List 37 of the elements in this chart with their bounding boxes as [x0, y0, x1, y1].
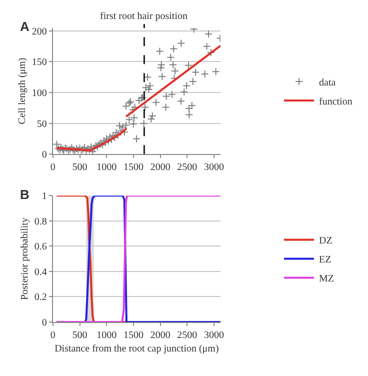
y-axis-title: Posterior probability: [19, 218, 30, 300]
y-tick-label: 0.2: [34, 292, 47, 304]
y-tick-label: 100: [32, 88, 47, 100]
x-tick-label: 1000: [96, 162, 117, 174]
x-tick-label: 1000: [96, 330, 117, 341]
x-tick-label: 3000: [204, 162, 224, 174]
chart-title: B: [20, 187, 30, 202]
y-tick-label: 200: [32, 26, 47, 38]
y-tick-label: 0: [42, 317, 47, 328]
legend-label: EZ: [319, 254, 332, 266]
legend-label: data: [319, 77, 336, 88]
x-tick-label: 500: [72, 162, 88, 174]
ref-line-label: first root hair position: [100, 11, 188, 22]
legend-label: MZ: [319, 274, 334, 285]
x-tick-label: 1500: [123, 330, 144, 341]
x-tick-label: 0: [50, 330, 56, 341]
x-tick-label: 0: [50, 162, 56, 174]
x-tick-label: 1500: [123, 162, 144, 174]
x-tick-label: 2000: [150, 162, 170, 174]
legend-label: DZ: [319, 236, 332, 247]
line-series: [56, 196, 220, 322]
y-tick-label: 0: [42, 150, 47, 161]
x-axis-title: Distance from the root cap junction (μm): [54, 343, 219, 354]
y-tick-label: 0.8: [34, 216, 47, 228]
x-tick-label: 500: [72, 330, 88, 341]
y-tick-label: 50: [36, 118, 47, 130]
x-tick-label: 2500: [177, 330, 198, 341]
x-tick-label: 2000: [150, 330, 170, 341]
y-tick-label: 0.6: [34, 242, 47, 253]
x-tick-label: 2500: [177, 162, 198, 174]
chart-title: A: [20, 19, 30, 34]
y-tick-label: 150: [32, 57, 47, 68]
y-tick-label: 1: [42, 191, 47, 202]
y-tick-label: 0.4: [34, 266, 47, 278]
y-axis-title: Cell length (μm): [16, 58, 28, 124]
legend-label: function: [319, 96, 352, 108]
x-tick-label: 3000: [204, 330, 224, 341]
